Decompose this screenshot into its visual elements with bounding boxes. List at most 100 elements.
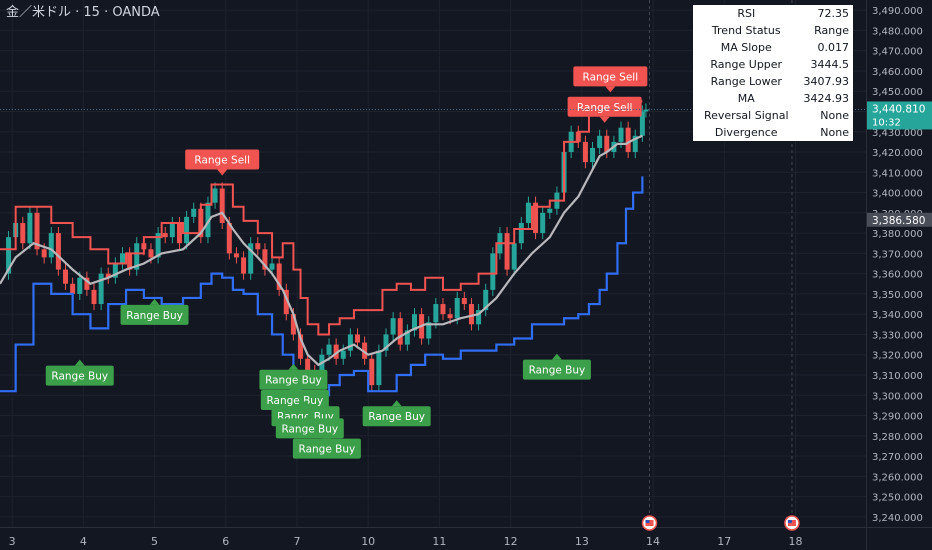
info-row: MA Slope 0.017 xyxy=(693,39,853,56)
x-axis[interactable]: 3 4 5 6 7 10 11 12 13 14 17 18 xyxy=(0,527,932,549)
x-tick-label: 11 xyxy=(432,535,446,548)
x-tick-label: 7 xyxy=(293,535,300,548)
y-tick-label: 3,240.000 xyxy=(872,513,923,524)
range-sell-label: Range Sell xyxy=(567,96,642,123)
signal-text: Range Buy xyxy=(281,423,338,435)
info-row: Range Upper 3444.5 xyxy=(693,56,853,73)
info-value: 3444.5 xyxy=(810,58,850,71)
crosshair-badge-value: 3,386.580 xyxy=(872,215,925,227)
info-row: Range Lower 3407.93 xyxy=(693,73,853,90)
y-tick-label: 3,300.000 xyxy=(872,391,923,402)
candle-body xyxy=(91,289,97,305)
y-tick-label: 3,310.000 xyxy=(872,371,923,382)
signal-box xyxy=(260,389,329,410)
signal-text: Range Sell xyxy=(577,102,633,114)
range-buy-label: Range Buy xyxy=(259,363,328,390)
info-value: 0.017 xyxy=(817,41,850,54)
x-tick-label: 12 xyxy=(504,535,518,548)
price-badge-box xyxy=(867,101,932,130)
y-tick-label: 3,380.000 xyxy=(872,229,923,240)
candle-body xyxy=(376,350,382,386)
signal-text: Range Sell xyxy=(583,71,639,83)
candle-body xyxy=(390,318,396,335)
candle-body xyxy=(404,330,410,345)
buy-arrow xyxy=(304,412,315,419)
y-tick-label: 3,350.000 xyxy=(872,290,923,301)
range-buy-label: Range Buy xyxy=(362,400,431,427)
candle-body xyxy=(191,208,197,217)
buy-arrow xyxy=(74,359,85,366)
candle-body xyxy=(41,249,47,258)
candle-body xyxy=(290,314,296,335)
current-price-badge: 3,440.810 10:32 xyxy=(867,101,932,130)
candle-body xyxy=(134,243,140,270)
x-tick-label: 5 xyxy=(151,535,158,548)
candle-body xyxy=(547,208,553,213)
signal-text: Range Buy xyxy=(265,375,322,387)
candle-body xyxy=(127,253,133,270)
x-tick-label: 3 xyxy=(9,535,16,548)
info-table-body: RSI 72.35 Trend Status Range MA Slope 0.017 Ra… xyxy=(693,5,853,141)
x-tick-label: 6 xyxy=(222,535,229,548)
buy-arrow xyxy=(300,400,311,407)
info-row: RSI 72.35 xyxy=(693,5,853,22)
y-tick-label: 3,450.000 xyxy=(872,87,923,98)
candle-body xyxy=(319,354,325,380)
candle-body xyxy=(326,344,332,355)
y-tick-label: 3,430.000 xyxy=(872,128,923,139)
candle-body xyxy=(511,243,517,270)
y-tick-label: 3,400.000 xyxy=(872,189,923,200)
info-row: Trend Status Range xyxy=(693,22,853,39)
candle-body xyxy=(639,111,645,136)
info-row: MA 3424.93 xyxy=(693,90,853,107)
x-tick-label: 13 xyxy=(575,535,589,548)
y-tick-label: 3,320.000 xyxy=(872,351,923,362)
range-buy-label: Range Buy xyxy=(260,383,329,410)
candle-body xyxy=(148,249,154,258)
flag-canton xyxy=(645,520,650,523)
candle-body xyxy=(6,237,12,274)
candle-body xyxy=(476,310,482,325)
candle-body xyxy=(369,358,375,386)
candle-body xyxy=(298,334,304,359)
signal-text: Range Buy xyxy=(529,365,586,377)
signal-box xyxy=(120,304,189,325)
buy-arrow xyxy=(149,298,160,305)
buy-arrow xyxy=(288,363,299,370)
candle-body xyxy=(340,350,346,359)
chart-overlays: 3,440.810 10:32 3,386.580 xyxy=(0,0,932,531)
candle-body xyxy=(98,273,104,305)
candle-body xyxy=(461,297,467,305)
y-tick-label: 3,270.000 xyxy=(872,452,923,463)
info-value: None xyxy=(820,109,849,122)
range-buy-label: Range Buy xyxy=(45,359,114,386)
y-tick-label: 3,290.000 xyxy=(872,412,923,423)
us-flag-icon xyxy=(784,515,800,531)
info-value: None xyxy=(820,126,849,139)
candle-body xyxy=(440,304,446,315)
candle-body xyxy=(119,253,125,264)
x-tick-label: 17 xyxy=(717,535,731,548)
signal-box xyxy=(362,406,431,427)
candle-body xyxy=(84,277,90,290)
y-tick-label: 3,260.000 xyxy=(872,472,923,483)
y-tick-label: 3,470.000 xyxy=(872,47,923,58)
upper-band-line xyxy=(0,100,643,336)
candle-body xyxy=(540,212,546,234)
y-tick-label: 3,370.000 xyxy=(872,249,923,260)
candle-body xyxy=(525,202,531,223)
info-label: RSI xyxy=(737,7,756,20)
candle-body xyxy=(255,243,261,250)
candle-body xyxy=(105,273,111,278)
symbol-title: 金／米ドル · 15 · OANDA xyxy=(6,4,160,20)
candle-body xyxy=(55,233,61,270)
range-buy-label: Range Buy xyxy=(292,432,361,459)
price-badge-value: 3,440.810 xyxy=(872,103,925,115)
candle-body xyxy=(447,314,453,319)
signal-text: Range Buy xyxy=(299,444,356,456)
indicator-info-table: RSI 72.35 Trend Status Range MA Slope 0.017 Ra… xyxy=(693,5,853,141)
range-sell-label: Range Sell xyxy=(185,149,260,176)
candle-body xyxy=(518,222,524,244)
info-value: 3407.93 xyxy=(803,75,850,88)
